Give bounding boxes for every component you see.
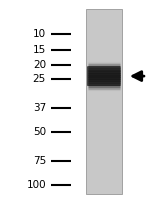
Text: 50: 50 [33, 127, 46, 137]
Text: 25: 25 [33, 74, 46, 84]
Text: 37: 37 [33, 103, 46, 113]
Text: 75: 75 [33, 156, 46, 166]
Text: 100: 100 [26, 180, 46, 190]
Text: 20: 20 [33, 60, 46, 70]
FancyBboxPatch shape [87, 66, 121, 86]
FancyBboxPatch shape [86, 9, 122, 194]
Text: 10: 10 [33, 29, 46, 39]
Text: 15: 15 [33, 45, 46, 55]
